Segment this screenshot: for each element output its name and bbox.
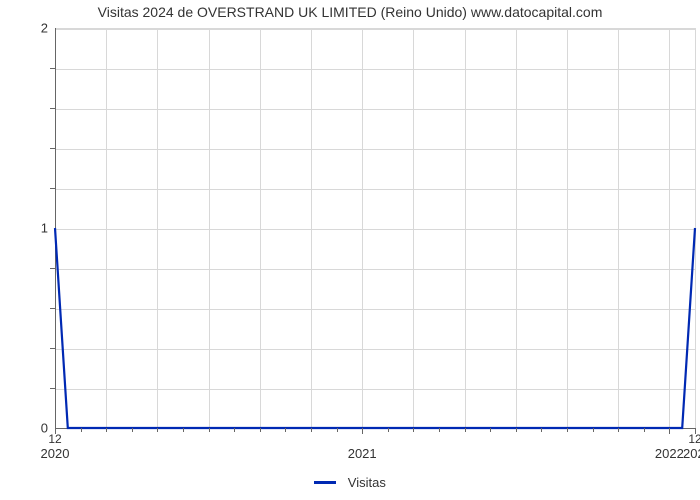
x-minor-tick (695, 428, 696, 432)
x-minor-tick (413, 428, 414, 432)
y-tick-label: 1 (0, 221, 48, 236)
legend-swatch (314, 481, 336, 484)
y-minor-tick (50, 348, 55, 349)
x-minor-tick (388, 428, 389, 432)
x-minor-tick (209, 428, 210, 432)
y-minor-tick (50, 188, 55, 189)
x-minor-tick (644, 428, 645, 432)
x-minor-tick (183, 428, 184, 432)
x-tick-label: 2022 (655, 446, 684, 461)
y-minor-tick (50, 268, 55, 269)
x-minor-tick (465, 428, 466, 432)
x-minor-tick (669, 428, 670, 432)
x-tick-label: 2020 (41, 446, 70, 461)
x-minor-tick (55, 428, 56, 432)
x-minor-tick (490, 428, 491, 432)
chart-title: Visitas 2024 de OVERSTRAND UK LIMITED (R… (0, 4, 700, 20)
y-minor-tick (50, 388, 55, 389)
x-minor-tick (593, 428, 594, 432)
y-minor-tick (50, 308, 55, 309)
legend-label: Visitas (348, 475, 386, 490)
x-minor-tick (567, 428, 568, 432)
y-minor-tick (50, 148, 55, 149)
y-tick-label: 0 (0, 421, 48, 436)
x-tick-label: 2021 (348, 446, 377, 461)
x-minor-tick (337, 428, 338, 432)
x-minor-tick (439, 428, 440, 432)
x-minor-tick (311, 428, 312, 432)
x-minor-tick (106, 428, 107, 432)
y-minor-tick (50, 68, 55, 69)
x-minor-tick (260, 428, 261, 432)
visits-chart: Visitas 2024 de OVERSTRAND UK LIMITED (R… (0, 0, 700, 500)
x-minor-tick (618, 428, 619, 432)
x-secondary-label: 12 (48, 432, 61, 446)
x-minor-tick (516, 428, 517, 432)
x-minor-tick (132, 428, 133, 432)
y-minor-tick (50, 108, 55, 109)
x-minor-tick (234, 428, 235, 432)
x-minor-tick (541, 428, 542, 432)
x-minor-tick (157, 428, 158, 432)
x-tick-label: 202 (683, 446, 700, 461)
x-secondary-label: 12 (688, 432, 700, 446)
x-minor-tick (81, 428, 82, 432)
y-tick-label: 2 (0, 21, 48, 36)
x-minor-tick (362, 428, 363, 432)
series-line (55, 28, 695, 428)
x-minor-tick (285, 428, 286, 432)
legend: Visitas (0, 474, 700, 490)
